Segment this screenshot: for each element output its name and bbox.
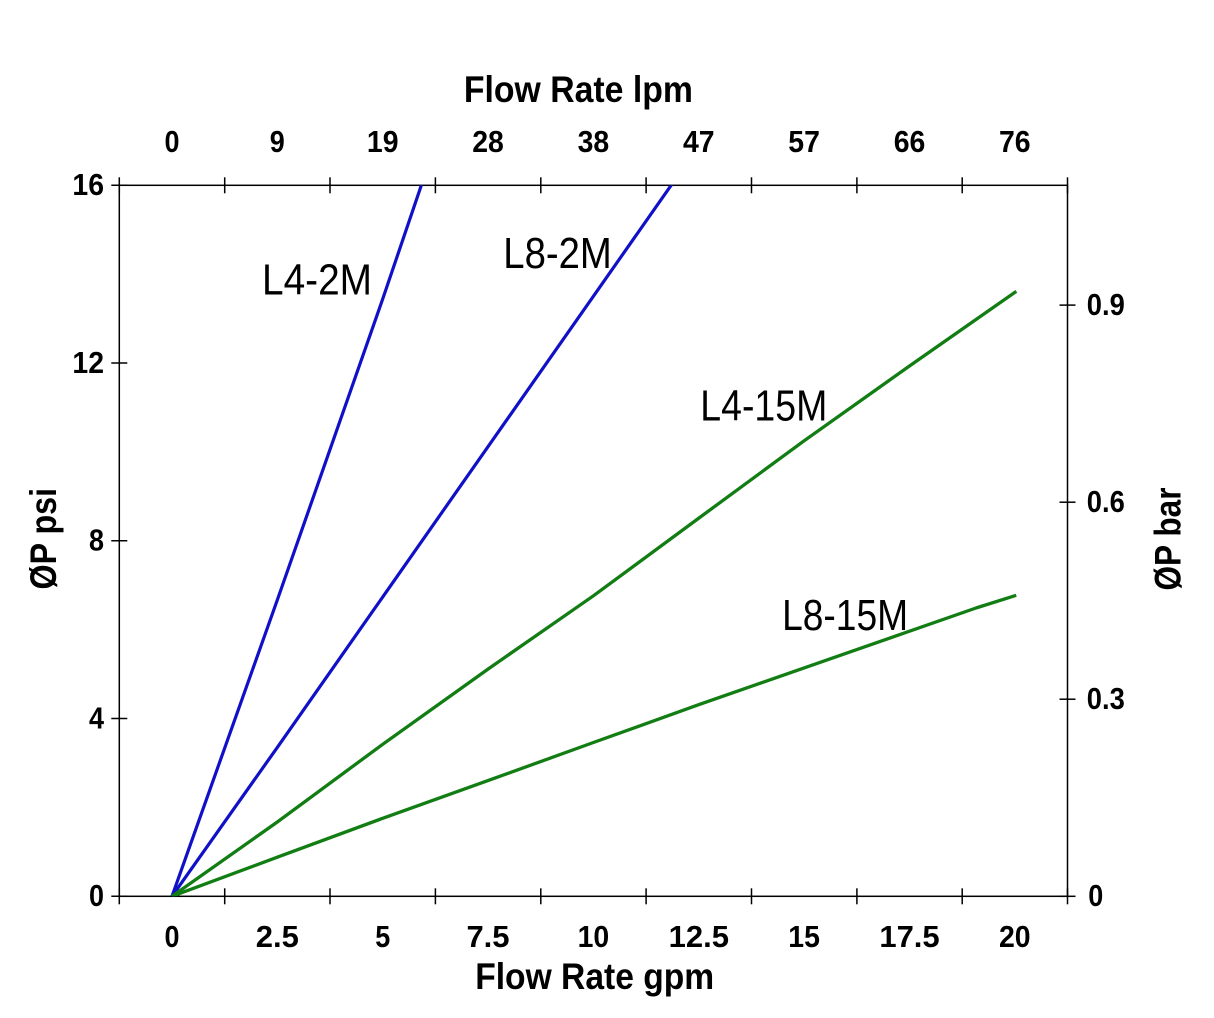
svg-text:ØP psi: ØP psi [23,488,64,590]
svg-text:20: 20 [999,919,1031,954]
svg-text:17.5: 17.5 [879,919,939,954]
svg-text:0: 0 [165,919,180,954]
svg-text:47: 47 [683,124,715,159]
svg-text:4: 4 [89,700,105,735]
svg-text:L8-15M: L8-15M [782,591,908,640]
svg-text:0: 0 [1088,878,1103,913]
svg-text:38: 38 [578,124,610,159]
svg-text:0: 0 [89,878,104,913]
svg-text:0: 0 [165,124,180,159]
svg-text:8: 8 [89,523,104,558]
svg-text:28: 28 [472,124,504,159]
svg-text:7.5: 7.5 [466,919,509,954]
svg-text:0.3: 0.3 [1087,681,1125,716]
svg-text:10: 10 [578,919,610,954]
svg-text:L4-15M: L4-15M [700,382,827,431]
svg-text:L8-2M: L8-2M [503,229,612,278]
svg-text:12: 12 [72,345,104,380]
svg-text:9: 9 [270,124,285,159]
svg-text:19: 19 [367,124,399,159]
svg-text:Flow Rate gpm: Flow Rate gpm [475,956,714,997]
svg-text:76: 76 [999,124,1031,159]
svg-text:2.5: 2.5 [256,919,299,954]
svg-text:0.9: 0.9 [1087,287,1125,322]
svg-text:L4-2M: L4-2M [262,255,372,304]
svg-text:16: 16 [72,167,104,202]
svg-text:ØP bar: ØP bar [1147,488,1188,591]
svg-text:Flow Rate lpm: Flow Rate lpm [464,69,693,110]
svg-text:12.5: 12.5 [669,919,729,954]
svg-text:5: 5 [375,919,390,954]
svg-text:15: 15 [788,919,820,954]
svg-text:57: 57 [788,124,820,159]
svg-text:66: 66 [894,124,926,159]
svg-text:0.6: 0.6 [1087,484,1125,519]
